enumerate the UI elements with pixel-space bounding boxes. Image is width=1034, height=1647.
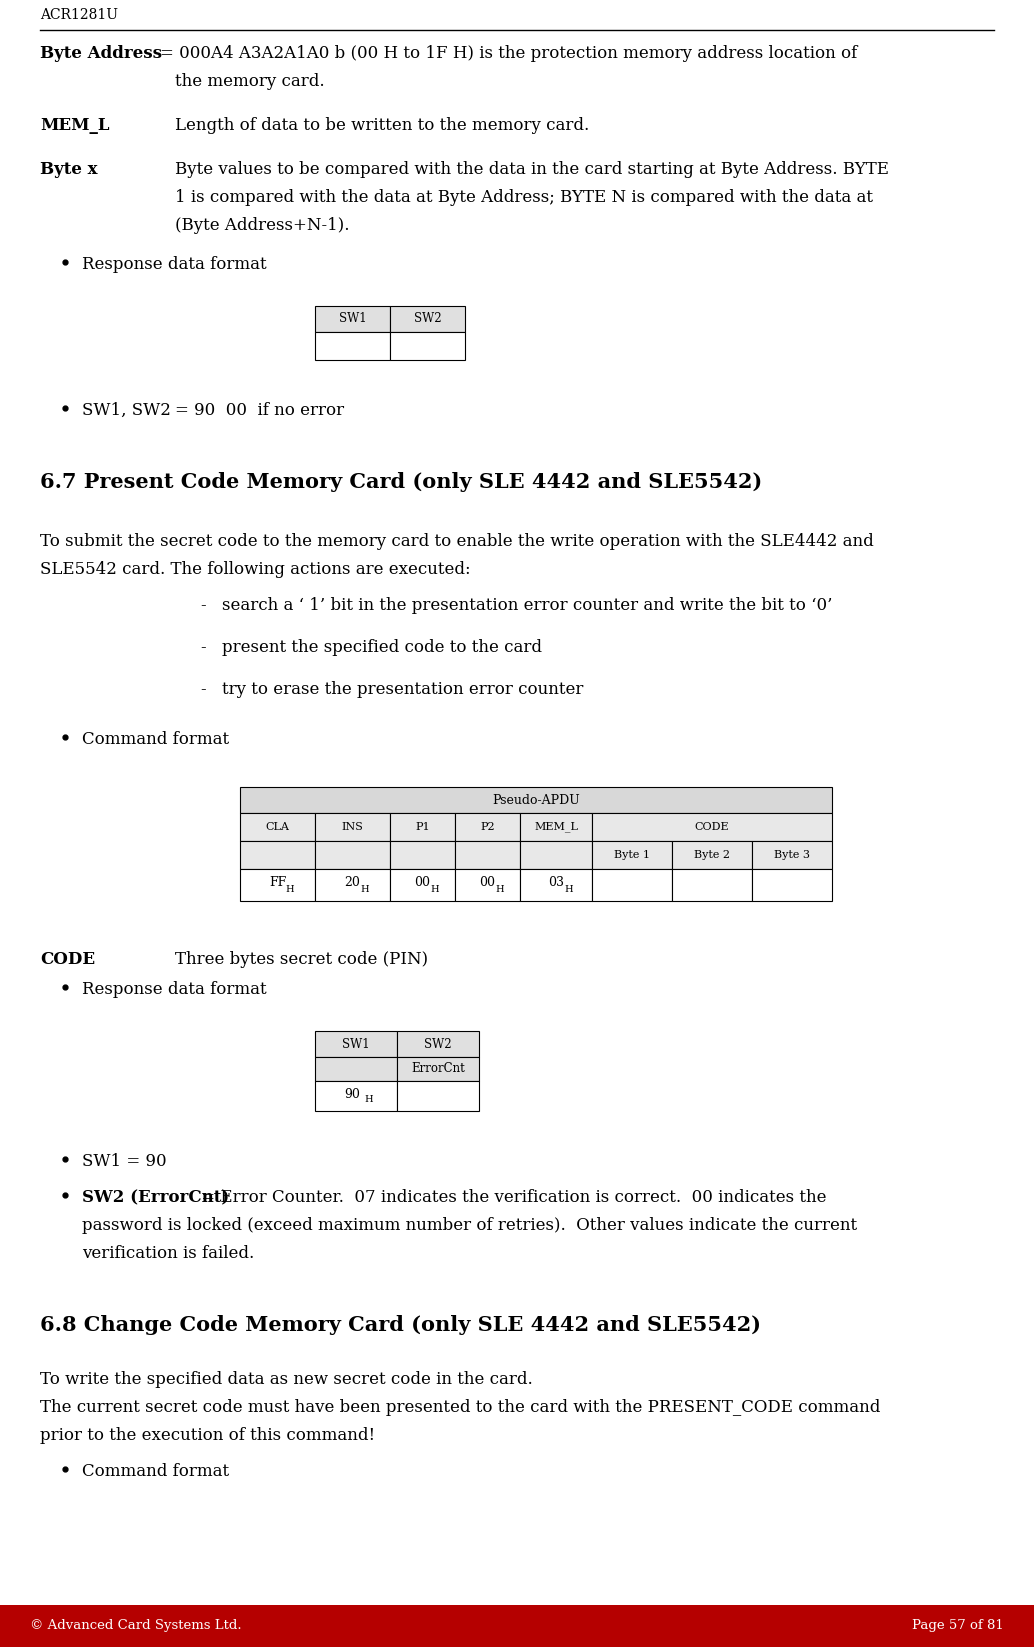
Text: H: H — [364, 1095, 372, 1105]
Bar — [240, 814, 315, 842]
Bar — [672, 842, 752, 870]
Text: SW2: SW2 — [424, 1038, 452, 1051]
Text: CODE: CODE — [40, 950, 95, 968]
Bar — [455, 870, 520, 901]
Text: FF: FF — [269, 876, 286, 889]
Bar — [455, 842, 520, 870]
Text: 90: 90 — [344, 1087, 360, 1100]
Bar — [520, 842, 592, 870]
Bar — [315, 814, 390, 842]
Bar — [520, 870, 592, 901]
Text: Page 57 of 81: Page 57 of 81 — [912, 1619, 1004, 1632]
Bar — [592, 870, 672, 901]
Bar — [315, 333, 390, 361]
Bar — [315, 1080, 397, 1112]
Text: password is locked (exceed maximum number of retries).  Other values indicate th: password is locked (exceed maximum numbe… — [82, 1217, 857, 1234]
Text: CODE: CODE — [695, 822, 729, 832]
Bar — [397, 1057, 479, 1080]
Bar — [390, 870, 455, 901]
Text: = 000A4 A3A2A1A0 b (00 H to 1F H) is the protection memory address location of: = 000A4 A3A2A1A0 b (00 H to 1F H) is the… — [160, 44, 857, 63]
Text: The current secret code must have been presented to the card with the PRESENT_CO: The current secret code must have been p… — [40, 1398, 880, 1416]
Bar — [455, 814, 520, 842]
Text: 6.7 Present Code Memory Card (only SLE 4442 and SLE5542): 6.7 Present Code Memory Card (only SLE 4… — [40, 473, 762, 492]
Text: verification is failed.: verification is failed. — [82, 1245, 254, 1262]
Text: 00: 00 — [480, 876, 495, 889]
Bar — [520, 814, 592, 842]
Text: Command format: Command format — [82, 731, 230, 748]
Text: CLA: CLA — [266, 822, 290, 832]
Text: Byte 1: Byte 1 — [614, 850, 650, 860]
Text: MEM_L: MEM_L — [40, 117, 110, 133]
Text: 20: 20 — [344, 876, 361, 889]
Text: Command format: Command format — [82, 1463, 230, 1481]
Text: 03: 03 — [548, 876, 564, 889]
Text: SW1: SW1 — [339, 313, 366, 326]
Text: P2: P2 — [480, 822, 495, 832]
Text: present the specified code to the card: present the specified code to the card — [222, 639, 542, 656]
Text: SW1, SW2: SW1, SW2 — [82, 402, 171, 418]
Text: H: H — [285, 884, 294, 894]
Bar — [390, 306, 465, 333]
Bar — [390, 333, 465, 361]
Text: ACR1281U: ACR1281U — [40, 8, 118, 21]
Text: 1 is compared with the data at Byte Address; BYTE N is compared with the data at: 1 is compared with the data at Byte Addr… — [175, 189, 873, 206]
Text: Byte values to be compared with the data in the card starting at Byte Address. B: Byte values to be compared with the data… — [175, 161, 889, 178]
Bar — [390, 842, 455, 870]
Text: -: - — [200, 596, 206, 614]
Text: To submit the secret code to the memory card to enable the write operation with : To submit the secret code to the memory … — [40, 534, 874, 550]
Text: Byte 3: Byte 3 — [774, 850, 810, 860]
Text: 00: 00 — [415, 876, 430, 889]
Bar — [315, 1031, 397, 1057]
Text: = Error Counter.  07 indicates the verification is correct.  00 indicates the: = Error Counter. 07 indicates the verifi… — [196, 1189, 826, 1206]
Text: H: H — [495, 884, 505, 894]
Text: ErrorCnt: ErrorCnt — [412, 1062, 465, 1075]
Text: H: H — [361, 884, 369, 894]
Text: Byte x: Byte x — [40, 161, 97, 178]
Text: SW2: SW2 — [414, 313, 442, 326]
Text: (Byte Address+N-1).: (Byte Address+N-1). — [175, 217, 349, 234]
Text: SW1 = 90: SW1 = 90 — [82, 1153, 166, 1169]
Text: © Advanced Card Systems Ltd.: © Advanced Card Systems Ltd. — [30, 1619, 242, 1632]
Bar — [240, 870, 315, 901]
Text: = 90  00  if no error: = 90 00 if no error — [154, 402, 344, 418]
Text: SLE5542 card. The following actions are executed:: SLE5542 card. The following actions are … — [40, 562, 470, 578]
Text: Three bytes secret code (PIN): Three bytes secret code (PIN) — [175, 950, 428, 968]
Text: -: - — [200, 680, 206, 698]
Bar — [315, 306, 390, 333]
Bar — [752, 842, 832, 870]
Text: 6.8 Change Code Memory Card (only SLE 4442 and SLE5542): 6.8 Change Code Memory Card (only SLE 44… — [40, 1314, 761, 1336]
Text: try to erase the presentation error counter: try to erase the presentation error coun… — [222, 680, 583, 698]
Bar — [315, 1057, 397, 1080]
Text: SW2 (ErrorCnt): SW2 (ErrorCnt) — [82, 1189, 230, 1206]
Text: H: H — [430, 884, 439, 894]
Bar — [390, 814, 455, 842]
Text: -: - — [200, 639, 206, 656]
Text: SW1: SW1 — [342, 1038, 370, 1051]
Bar — [752, 870, 832, 901]
Bar — [315, 842, 390, 870]
Text: P1: P1 — [416, 822, 430, 832]
Bar — [397, 1080, 479, 1112]
Text: Byte Address: Byte Address — [40, 44, 162, 63]
Text: INS: INS — [341, 822, 363, 832]
Bar — [592, 814, 832, 842]
Text: search a ‘ 1’ bit in the presentation error counter and write the bit to ‘0’: search a ‘ 1’ bit in the presentation er… — [222, 596, 832, 614]
Bar — [315, 870, 390, 901]
Text: H: H — [564, 884, 573, 894]
Text: Pseudo-APDU: Pseudo-APDU — [492, 794, 580, 807]
Text: Response data format: Response data format — [82, 982, 267, 998]
Text: Length of data to be written to the memory card.: Length of data to be written to the memo… — [175, 117, 589, 133]
Bar — [672, 870, 752, 901]
Text: prior to the execution of this command!: prior to the execution of this command! — [40, 1426, 375, 1444]
Bar — [240, 787, 832, 814]
Text: Byte 2: Byte 2 — [694, 850, 730, 860]
Text: Response data format: Response data format — [82, 255, 267, 273]
Text: MEM_L: MEM_L — [535, 822, 578, 832]
Bar — [397, 1031, 479, 1057]
Bar — [240, 842, 315, 870]
Bar — [592, 842, 672, 870]
Bar — [0, 1604, 1034, 1647]
Text: To write the specified data as new secret code in the card.: To write the specified data as new secre… — [40, 1370, 533, 1388]
Text: the memory card.: the memory card. — [175, 72, 325, 91]
